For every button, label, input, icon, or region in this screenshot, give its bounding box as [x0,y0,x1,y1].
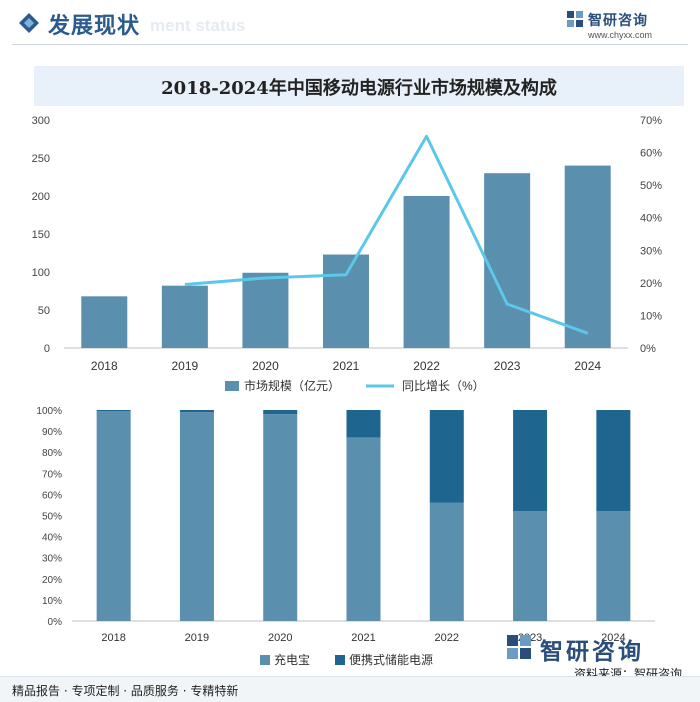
y-left-tick-label: 300 [32,115,50,127]
power-bank-bar [429,502,464,621]
chart-title: 2018-2024年中国移动电源行业市场规模及构成 [161,78,557,99]
diamond-icon [19,13,39,33]
x-tick-label: 2024 [601,632,625,644]
y-right-tick-label: 60% [640,148,662,160]
y-tick-label: 100% [36,406,62,417]
brand-large-logo-icon [507,635,531,659]
market-size-bar [161,285,208,348]
power-bank-bar [596,511,631,621]
legend-label-portable-storage: 便携式储能电源 [349,652,433,667]
brand-logo-icon [567,11,583,27]
legend-label-growth: 同比增长（%） [402,379,485,393]
portable-storage-bar [179,410,214,413]
market-size-bar [242,272,289,348]
market-size-bar [564,165,611,348]
power-bank-bar [513,511,548,621]
y-left-tick-label: 200 [32,191,50,203]
portable-storage-bar [263,410,298,415]
y-left-tick-label: 100 [32,267,50,279]
power-bank-bar [179,412,214,621]
y-tick-label: 20% [42,575,62,586]
y-right-tick-label: 20% [640,278,662,290]
x-tick-label: 2022 [413,359,440,373]
y-right-tick-label: 40% [640,213,662,225]
y-tick-label: 30% [42,554,62,565]
y-tick-label: 0% [48,617,63,628]
x-tick-label: 2021 [333,359,360,373]
power-bank-bar [96,411,131,621]
portable-storage-bar [96,410,131,412]
header-title: 发展现状 [48,14,141,39]
y-tick-label: 10% [42,596,62,607]
x-tick-label: 2020 [268,632,292,644]
legend-label-market-size: 市场规模（亿元） [244,378,340,393]
header-divider [12,44,688,45]
portable-storage-bar [429,410,464,503]
legend-label-power-bank: 充电宝 [274,652,310,667]
brand-name: 智研咨询 [588,13,648,29]
y-left-tick-label: 250 [32,153,50,165]
x-tick-label: 2022 [435,632,459,644]
y-tick-label: 90% [42,427,62,438]
y-left-tick-label: 150 [32,229,50,241]
y-left-tick-label: 50 [38,305,50,317]
legend-swatch-portable-storage [335,655,345,665]
y-right-tick-label: 50% [640,180,662,192]
y-tick-label: 40% [42,533,62,544]
page-header: ment status 发展现状 智研咨询 www.chyxx.com [0,0,700,46]
brand-watermark: 智研咨询 [506,632,686,665]
portable-storage-bar [346,410,381,438]
x-tick-label: 2018 [91,359,118,373]
y-left-tick-label: 0 [44,343,50,355]
footer-tagline: 精品报告 · 专项定制 · 品质服务 · 专精特新 [12,684,239,698]
growth-rate-line [184,134,589,335]
brand-large-name: 智研咨询 [540,639,644,665]
market-size-bar [81,296,128,348]
x-tick-label: 2019 [185,632,209,644]
y-tick-label: 80% [42,448,62,459]
x-tick-label: 2020 [252,359,279,373]
y-tick-label: 50% [42,512,62,523]
market-size-chart: 0 50 100 150 200 250 300 0% 10% 20% 30% 40% 50% 60% 70… [32,115,663,393]
y-tick-label: 70% [42,469,62,480]
legend-swatch-power-bank [260,655,270,665]
legend-swatch-market-size [225,381,239,391]
x-tick-label: 2019 [172,359,199,373]
y-tick-label: 60% [42,490,62,501]
portable-storage-bar [596,410,631,512]
x-tick-label: 2018 [101,632,125,644]
x-tick-label: 2023 [494,359,521,373]
brand: 智研咨询 www.chyxx.com [566,8,686,44]
brand-url: www.chyxx.com [588,30,653,40]
market-size-bar [484,173,531,348]
power-bank-bar [346,437,381,621]
y-right-tick-label: 0% [640,343,656,355]
y-right-tick-label: 10% [640,310,662,322]
header-ghost-text: ment status [150,16,246,35]
chart-title-band: 2018-2024年中国移动电源行业市场规模及构成 [34,66,684,106]
market-size-bar [403,196,450,348]
portable-storage-bar [513,410,548,512]
composition-chart: 0% 10% 20% 30% 40% 50% 60% 70% 80% 90% 100% 2018 201… [36,406,655,667]
power-bank-bar [263,414,298,621]
x-tick-label: 2021 [351,632,375,644]
x-tick-label: 2024 [574,359,601,373]
market-size-bar [323,254,369,348]
y-right-tick-label: 30% [640,245,662,257]
page-footer: 精品报告 · 专项定制 · 品质服务 · 专精特新 [0,676,700,702]
y-right-tick-label: 70% [640,115,662,127]
